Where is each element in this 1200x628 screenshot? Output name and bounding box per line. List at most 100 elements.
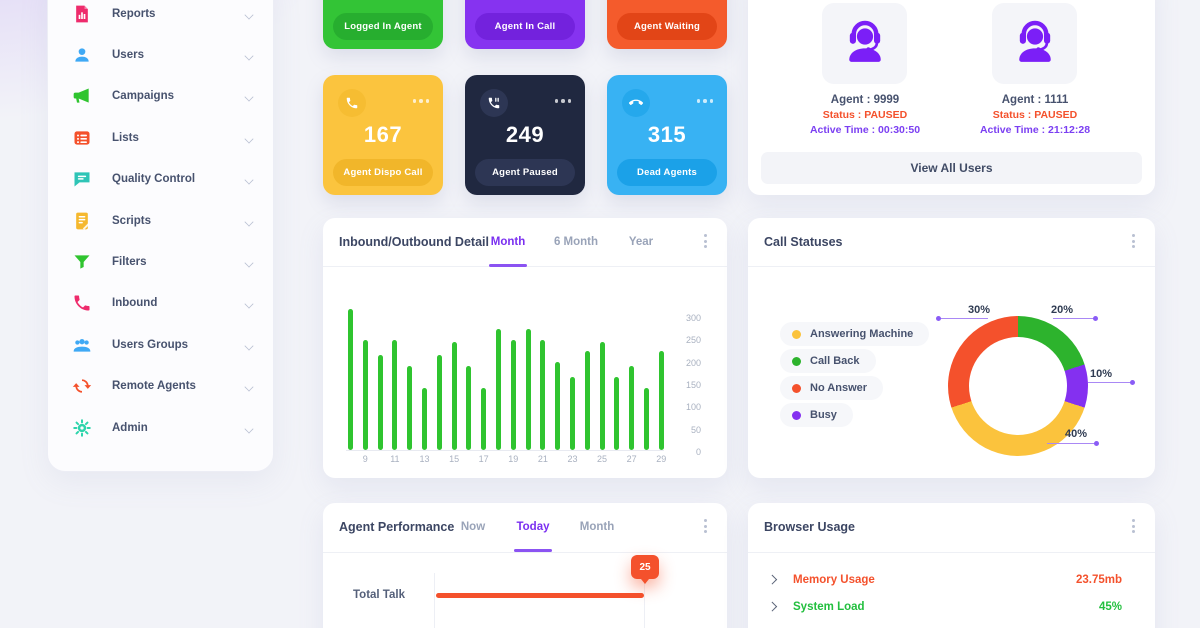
agent-info: Agent : 1111 Status : PAUSED Active Time :… <box>955 93 1115 138</box>
bar-chart <box>348 305 664 450</box>
sidebar: Reports Users Campaigns Lists Quality Contro… <box>47 0 274 472</box>
sidebar-item-inbound[interactable]: Inbound <box>48 283 273 324</box>
panel-header <box>748 218 1155 267</box>
legend-item-answering-machine[interactable]: Answering Machine <box>780 322 930 346</box>
tab-year[interactable]: Year <box>628 236 654 248</box>
sidebar-item-remote-agents[interactable]: Remote Agents <box>48 366 273 407</box>
bar <box>407 366 413 450</box>
bar <box>584 351 590 450</box>
reports-icon <box>72 4 92 24</box>
donut-callout-line <box>1053 316 1098 321</box>
sidebar-item-admin[interactable]: Admin <box>48 407 273 448</box>
sidebar-item-label: Campaigns <box>112 90 174 103</box>
count-value: 167 <box>363 122 403 147</box>
chart-gridline <box>644 581 645 628</box>
campaigns-icon <box>72 86 92 106</box>
sidebar-item-reports[interactable]: Reports <box>48 0 273 34</box>
count-card-label: Agent Dispo Call <box>333 159 433 186</box>
status-card-label: Agent Waiting <box>617 13 717 40</box>
sidebar-item-label: Users Groups <box>112 338 189 351</box>
ellipsis-menu-icon[interactable] <box>412 99 429 103</box>
tab-month[interactable]: Month <box>489 218 527 267</box>
agent-performance-panel: Agent Performance Total Talk 25 Now Today… <box>323 503 727 628</box>
legend-dot <box>792 383 801 393</box>
chevron-down-icon <box>245 257 255 267</box>
bar <box>629 366 635 450</box>
bar <box>569 377 575 450</box>
inbound-icon <box>72 293 92 313</box>
ellipsis-menu-icon[interactable] <box>554 99 571 103</box>
chevron-down-icon <box>245 423 255 433</box>
legend-dot <box>792 329 801 339</box>
scripts-icon <box>72 211 92 231</box>
browser-usage-row-memory-usage[interactable]: Memory Usage 23.75mb <box>748 566 1155 594</box>
bar <box>540 340 546 450</box>
chevron-down-icon <box>245 340 255 350</box>
donut-callout-line <box>936 316 988 321</box>
count-card-label: Dead Agents <box>617 159 717 186</box>
total-talk-bar <box>436 593 644 598</box>
bar <box>436 355 442 450</box>
view-all-users-button[interactable]: View All Users <box>761 152 1142 184</box>
count-card: 315 Dead Agents <box>607 75 727 195</box>
sidebar-item-lists[interactable]: Lists <box>48 117 273 158</box>
bar <box>643 388 649 450</box>
legend-item-no-answer[interactable]: No Answer <box>780 376 884 400</box>
browser-usage-row-system-load[interactable]: System Load 45% <box>748 593 1155 621</box>
chevron-down-icon <box>245 174 255 184</box>
lists-icon <box>72 128 92 148</box>
legend-item-busy[interactable]: Busy <box>780 403 853 427</box>
sidebar-item-scripts[interactable]: Scripts <box>48 200 273 241</box>
kebab-menu-icon[interactable] <box>1130 232 1137 250</box>
sidebar-item-filters[interactable]: Filters <box>48 241 273 282</box>
tab-now[interactable]: Now <box>460 521 486 533</box>
kebab-menu-icon[interactable] <box>1130 517 1137 535</box>
call-statuses-panel: Call Statuses Answering Machine Call Back… <box>748 218 1155 478</box>
sidebar-item-users-groups[interactable]: Users Groups <box>48 324 273 365</box>
usage-value: 23.75mb <box>1075 574 1122 586</box>
usage-label: Memory Usage <box>793 574 875 586</box>
inbound-outbound-panel: Inbound/Outbound Detail Month 6 Month Year… <box>323 218 727 478</box>
bar <box>555 362 561 450</box>
panel-header <box>748 503 1155 553</box>
sidebar-item-label: Scripts <box>112 214 151 227</box>
sidebar-item-label: Filters <box>112 256 147 269</box>
donut-callout-label: 40% <box>1065 428 1088 440</box>
panel-title: Browser Usage <box>764 520 856 534</box>
x-axis-labels: 9 11 13 15 17 19 21 23 25 27 29 <box>362 454 667 464</box>
agent-name: Agent : 1111 <box>1001 94 1069 106</box>
headset-agent-icon <box>1008 14 1062 73</box>
chevron-down-icon <box>245 91 255 101</box>
tab-6-month[interactable]: 6 Month <box>553 236 599 248</box>
paused-call-icon <box>480 89 508 117</box>
legend-item-call-back[interactable]: Call Back <box>780 349 876 373</box>
count-card-label: Agent Paused <box>475 159 575 186</box>
sidebar-item-label: Inbound <box>112 297 158 310</box>
sidebar-item-users[interactable]: Users <box>48 34 273 75</box>
agent-status: Status : PAUSED <box>992 109 1078 121</box>
sidebar-item-campaigns[interactable]: Campaigns <box>48 76 273 117</box>
kebab-menu-icon[interactable] <box>702 232 709 250</box>
chevron-down-icon <box>245 298 255 308</box>
bar <box>421 388 427 450</box>
status-card-label: Agent In Call <box>475 13 575 40</box>
sidebar-item-label: Reports <box>112 7 156 20</box>
donut-callout-line <box>1047 441 1099 446</box>
sidebar-item-quality-control[interactable]: Quality Control <box>48 159 273 200</box>
kebab-menu-icon[interactable] <box>702 517 709 535</box>
panel-title: Agent Performance <box>339 520 455 534</box>
status-card-label: Logged In Agent <box>333 13 433 40</box>
bar <box>348 309 353 450</box>
chevron-right-icon <box>768 576 776 584</box>
tab-month[interactable]: Month <box>579 521 615 533</box>
row-label: Total Talk <box>353 589 405 601</box>
y-axis-tick: 0 <box>695 446 701 457</box>
chevron-down-icon <box>245 9 255 19</box>
tab-today[interactable]: Today <box>514 503 552 552</box>
agent-avatar-tile <box>822 3 907 84</box>
donut-callout-label: 20% <box>1051 304 1074 316</box>
agent-info: Agent : 9999 Status : PAUSED Active Time :… <box>785 93 945 138</box>
ellipsis-menu-icon[interactable] <box>696 99 713 103</box>
sidebar-item-label: Remote Agents <box>112 380 196 393</box>
